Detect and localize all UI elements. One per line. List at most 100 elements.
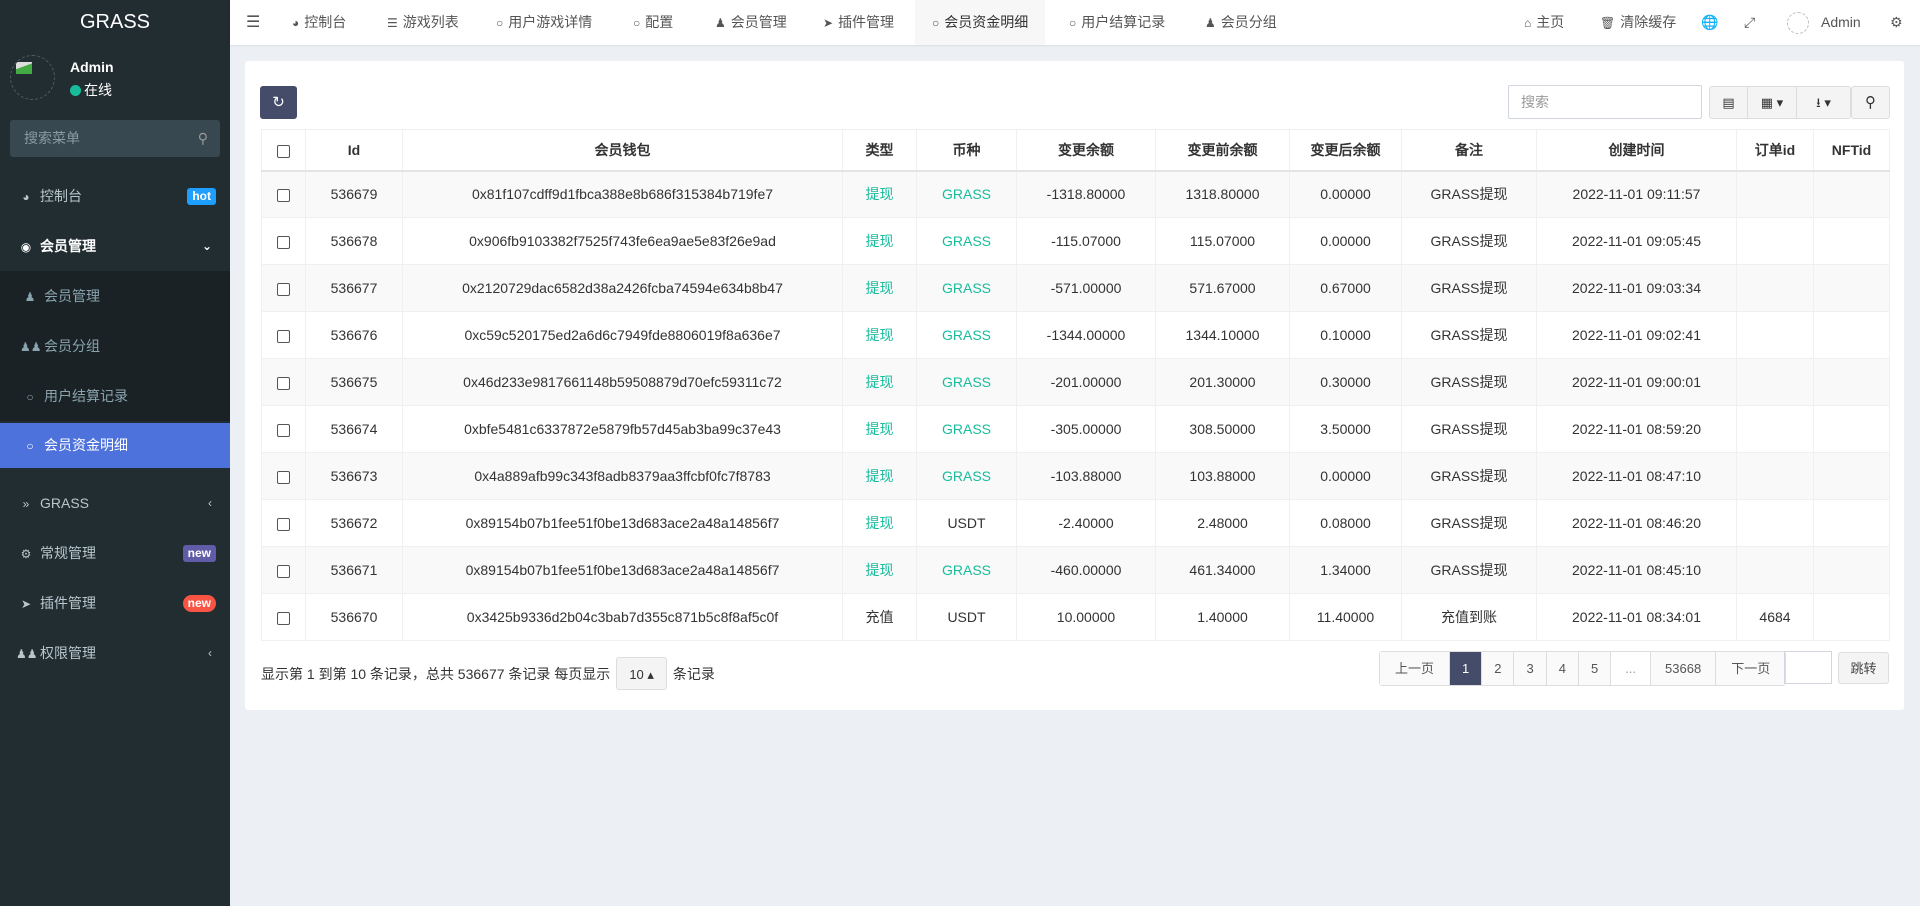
checkbox[interactable] [277,189,290,203]
select-all-checkbox[interactable] [261,129,306,172]
app-logo[interactable]: GRASS [79,11,151,33]
checkbox[interactable] [277,144,290,158]
sidebar-item-grass[interactable]: » GRASS ‹ [0,478,230,528]
row-checkbox-cell[interactable] [261,452,306,500]
checkbox[interactable] [277,517,290,531]
home-link[interactable]: ⌂ 主页 [1524,0,1564,45]
sidebar-item-dashboard[interactable]: ◕ 控制台 hot [0,171,230,221]
tab-game-list[interactable]: ☰ 游戏列表 [387,0,459,45]
settings-gear-icon[interactable]: ⚙ [1890,14,1903,30]
page-button[interactable]: 5 [1578,652,1612,685]
advanced-search-button[interactable]: ⚲ [1851,86,1890,119]
column-header[interactable]: 币种 [916,129,1017,172]
page-button[interactable]: 3 [1514,652,1547,685]
table-row[interactable]: 536676 0xc59c520175ed2a6d6c7949fde8806019… [261,311,1890,359]
table-cell: 536677 [305,264,403,312]
column-header[interactable]: NFTid [1813,129,1890,172]
tab-user-game-details[interactable]: ○ 用户游戏详情 [496,0,592,45]
fullscreen-icon[interactable]: ⤢ [1744,14,1756,30]
table-cell [1813,264,1890,312]
tab-fund-details[interactable]: ○ 会员资金明细 [915,0,1046,45]
row-checkbox-cell[interactable] [261,170,306,218]
table-cell: 536674 [305,405,403,453]
column-header[interactable]: 变更前余额 [1155,129,1290,172]
table-row[interactable]: 536677 0x2120729dac6582d38a2426fcba74594e… [261,264,1890,312]
admin-name: Admin [1821,14,1861,30]
page-button[interactable]: 2 [1482,652,1515,685]
table-cell: 2022-11-01 08:34:01 [1536,593,1737,641]
row-checkbox-cell[interactable] [261,546,306,594]
row-checkbox-cell[interactable] [261,358,306,406]
prev-page-button[interactable]: 上一页 [1380,652,1451,685]
clear-cache-button[interactable]: 🗑 清除缓存 [1600,0,1676,45]
table-search-input[interactable]: 搜索 [1508,85,1702,119]
row-checkbox-cell[interactable] [261,217,306,265]
tab-member-management[interactable]: ♟ 会员管理 [715,0,787,45]
circle-icon: ○ [932,16,940,30]
refresh-button[interactable]: ↻ [260,86,297,119]
table-row[interactable]: 536673 0x4a889afb99c343f8adb8379aa3ffcbf0… [261,452,1890,500]
checkbox[interactable] [277,564,290,578]
sidebar-item-plugins[interactable]: ➤ 插件管理 new [0,578,230,628]
search-icon[interactable]: ⚲ [197,130,208,146]
page-button[interactable]: 1 [1450,652,1483,685]
translate-icon[interactable]: 🌐 [1701,14,1719,30]
column-header[interactable]: 备注 [1401,129,1537,172]
jump-page-input[interactable] [1784,651,1832,684]
table-row[interactable]: 536674 0xbfe5481c6337872e5879fb57d45ab3ba… [261,405,1890,453]
admin-menu[interactable]: Admin [1787,0,1861,45]
checkbox[interactable] [277,376,290,390]
checkbox[interactable] [277,235,290,249]
checkbox[interactable] [277,423,290,437]
table-row[interactable]: 536672 0x89154b07b1fee51f0be13d683ace2a48… [261,499,1890,547]
sidebar-item-members[interactable]: ♟ 会员管理 [0,271,230,321]
column-header[interactable]: 订单id [1736,129,1814,172]
table-row[interactable]: 536671 0x89154b07b1fee51f0be13d683ace2a48… [261,546,1890,594]
menu-search-input[interactable]: 搜索菜单 ⚲ [10,120,220,157]
row-checkbox-cell[interactable] [261,593,306,641]
sidebar-item-fund-details[interactable]: ○ 会员资金明细 [0,423,230,468]
row-checkbox-cell[interactable] [261,264,306,312]
page-button[interactable]: 4 [1546,652,1579,685]
checkbox[interactable] [277,611,290,625]
column-header[interactable]: 变更余额 [1016,129,1156,172]
tab-plugin-management[interactable]: ➤ 插件管理 [823,0,894,45]
table-row[interactable]: 536675 0x46d233e9817661148b59508879d70efc… [261,358,1890,406]
table-cell: 2022-11-01 09:00:01 [1536,358,1737,406]
column-header[interactable]: 类型 [842,129,917,172]
tab-member-groups[interactable]: ♟ 会员分组 [1205,0,1277,45]
sidebar-item-permissions[interactable]: ♟♟ 权限管理 ‹ [0,628,230,678]
sidebar-item-member-groups[interactable]: ♟♟ 会员分组 [0,321,230,371]
page-button[interactable]: 53668 [1651,652,1717,685]
table-cell: 11.40000 [1289,593,1402,641]
column-header[interactable]: Id [305,129,403,172]
table-row[interactable]: 536670 0x3425b9336d2b04c3bab7d355c871b5c8… [261,593,1890,641]
table-row[interactable]: 536678 0x906fb9103382f7525f743fe6ea9ae5e8… [261,217,1890,265]
toggle-view-button[interactable]: ▤ [1710,87,1748,118]
sidebar-item-member-management[interactable]: ◉ 会员管理 ⌄ [0,221,230,271]
checkbox[interactable] [277,329,290,343]
tab-config[interactable]: ○ 配置 [633,0,673,45]
row-checkbox-cell[interactable] [261,311,306,359]
status-text: 在线 [84,82,112,98]
jump-button[interactable]: 跳转 [1838,652,1889,684]
table-cell: 1.40000 [1155,593,1290,641]
menu-toggle-icon[interactable]: ☰ [246,14,261,31]
next-page-button[interactable]: 下一页 [1716,652,1786,685]
table-row[interactable]: 536679 0x81f107cdff9d1fbca388e8b686f31538… [261,170,1890,218]
tab-label: 用户结算记录 [1081,14,1166,30]
columns-button[interactable]: ▦ ▾ [1748,87,1797,118]
tab-dashboard[interactable]: ◕ 控制台 [292,0,346,45]
row-checkbox-cell[interactable] [261,499,306,547]
export-button[interactable]: ⭳ ▾ [1816,95,1831,110]
checkbox[interactable] [277,470,290,484]
column-header[interactable]: 变更后余额 [1289,129,1402,172]
sidebar-item-settlement-records[interactable]: ○ 用户结算记录 [0,371,230,421]
sidebar-item-general[interactable]: ⚙ 常规管理 new [0,528,230,578]
row-checkbox-cell[interactable] [261,405,306,453]
page-size-select[interactable]: 10 ▴ [616,657,667,690]
column-header[interactable]: 会员钱包 [402,129,843,172]
column-header[interactable]: 创建时间 [1536,129,1737,172]
checkbox[interactable] [277,282,290,296]
tab-settlement-records[interactable]: ○ 用户结算记录 [1069,0,1165,45]
